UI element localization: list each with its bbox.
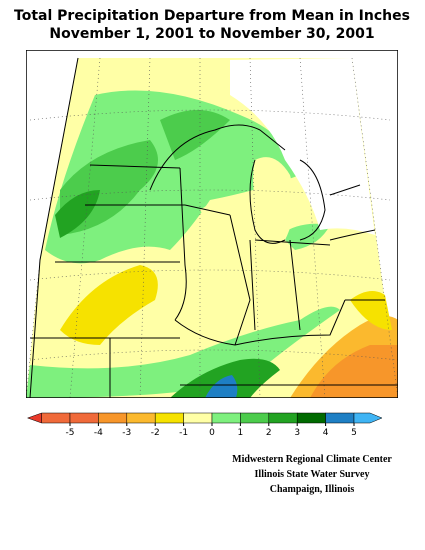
legend-tick-label: 5 [351,428,357,438]
legend-tick-label: -5 [66,428,75,438]
legend-swatch [211,412,241,424]
legend-swatch [98,412,128,424]
legend-swatch [26,412,42,424]
legend-swatch [69,412,99,424]
legend-tick-label: -2 [151,428,160,438]
legend-tick-label: 2 [266,428,272,438]
legend-swatch [41,412,71,424]
legend-tick-label: -1 [179,428,188,438]
map [26,50,398,398]
credit-line: Champaign, Illinois [270,484,355,495]
legend-swatch [154,412,184,424]
legend: -5 -4 -3 -2 -1 0 1 2 3 4 5 [26,412,383,438]
legend-swatch [353,412,383,424]
title-line-2: November 1, 2001 to November 30, 2001 [49,26,374,42]
legend-swatch [183,412,213,424]
title-line-1: Total Precipitation Departure from Mean … [14,8,410,24]
legend-tick-label: 1 [238,428,244,438]
legend-tick-label: -3 [122,428,131,438]
legend-swatch [240,412,270,424]
credit-line: Midwestern Regional Climate Center [232,454,392,465]
legend-swatch [296,412,326,424]
legend-swatch [126,412,156,424]
legend-swatch [325,412,355,424]
credit-line: Illinois State Water Survey [255,469,370,480]
legend-tick-label: 0 [209,428,215,438]
legend-tick-label: -4 [94,428,103,438]
legend-tick-label: 3 [294,428,300,438]
legend-swatch [268,412,298,424]
legend-tick-label: 4 [323,428,329,438]
